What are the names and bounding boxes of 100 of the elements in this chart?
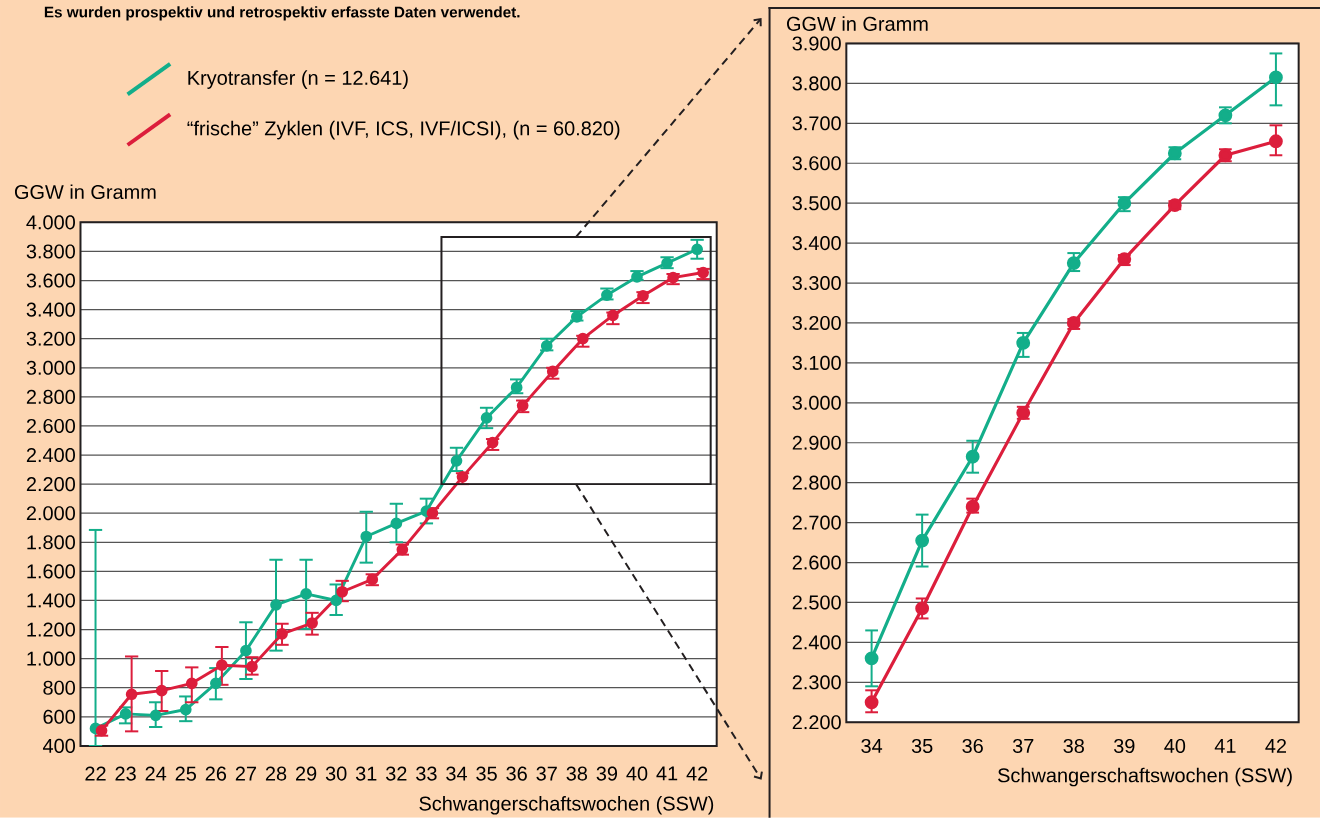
y-tick-label: 3.400 [792,236,841,251]
point [450,455,463,467]
y-tick-label: 1.600 [27,564,75,579]
y-tick-label: 3.100 [792,355,841,371]
point [240,644,252,657]
point [480,412,493,424]
x-tick-label: 41 [1214,739,1236,753]
point [1066,256,1081,271]
x-tick-label: 41 [656,766,678,781]
x-tick-label: 30 [325,766,347,781]
point [216,659,228,672]
y-tick-label: 3.600 [792,156,841,171]
y-axis-title: GGW in Gramm [786,16,928,32]
x-tick-label: 37 [536,766,557,781]
y-tick-label: 1.000 [27,651,75,666]
point [1016,336,1031,350]
point [864,695,879,710]
y-tick-label: 1.400 [27,593,75,608]
y-tick-label: 2.500 [792,595,841,610]
y-tick-label: 3.600 [26,273,75,288]
y-tick-label: 3.400 [26,302,75,317]
point [607,309,619,322]
y-tick-label: 3.200 [792,316,841,331]
point [864,651,879,666]
point [965,449,980,464]
x-tick-label: 40 [626,766,648,781]
x-tick-label: 26 [205,766,227,781]
legend-label: “frische” Zyklen (IVF, ICS, IVF/ICSI), (n = 60.820) [187,120,620,140]
y-tick-label: 1.800 [27,535,75,550]
legend-label: Kryotransfer (n = 12.641) [188,70,408,90]
y-tick-label: 2.000 [26,506,75,521]
y-tick-label: 2.900 [792,435,841,450]
x-tick-label: 28 [265,766,287,781]
point [360,530,373,543]
x-tick-label: 35 [476,766,497,781]
point [210,677,222,690]
x-tick-label: 34 [861,739,883,754]
y-tick-label: 3.700 [792,116,841,131]
x-tick-label: 36 [962,739,983,754]
x-tick-label: 24 [145,766,167,781]
x-tick-label: 25 [175,766,197,781]
x-tick-label: 39 [1113,739,1135,754]
y-tick-label: 2.600 [792,555,841,570]
y-tick-label: 3.200 [26,331,75,346]
x-tick-label: 32 [386,766,407,781]
point [185,677,198,690]
x-tick-label: 33 [416,766,437,781]
y-tick-label: 2.300 [792,675,841,690]
y-tick-label: 3.000 [26,360,75,375]
point [915,533,930,548]
y-tick-label: 2.200 [792,715,841,730]
x-tick-label: 42 [686,766,708,781]
x-tick-label: 39 [596,766,618,781]
point [306,617,318,630]
point [691,243,703,256]
x-tick-label: 31 [355,766,377,781]
point [1269,70,1283,85]
x-tick-label: 35 [911,739,933,754]
x-tick-label: 36 [506,766,527,781]
point [270,599,282,611]
y-tick-label: 2.800 [792,475,841,490]
point [155,684,168,697]
y-tick-label: 3.900 [792,36,841,51]
point [179,703,192,716]
x-tick-label: 22 [85,766,106,781]
x-tick-label: 42 [1265,739,1287,753]
x-tick-label: 27 [235,766,257,781]
y-tick-label: 3.800 [26,244,75,259]
y-tick-label: 600 [43,709,75,725]
point [276,628,288,640]
x-tick-label: 40 [1164,739,1186,754]
chart-title: Es wurden prospektiv und retrospektiv erfasste Daten verwendet. [44,6,520,21]
point [336,586,349,598]
x-tick-label: 29 [296,766,317,781]
x-axis-title: Schwangerschaftswochen (SSW) [419,796,714,815]
y-tick-label: 3.300 [792,276,841,291]
y-tick-label: 800 [43,680,75,695]
point [915,601,930,616]
y-tick-label: 3.800 [792,76,841,91]
y-tick-label: 1.200 [27,622,75,637]
y-tick-label: 2.400 [26,448,75,463]
y-tick-label: 4.000 [26,215,75,230]
point [1269,134,1283,149]
y-axis-title: GGW in Gramm [14,184,156,200]
y-tick-label: 2.600 [26,419,75,434]
y-tick-label: 400 [42,738,75,754]
point [390,517,403,530]
point [246,660,258,673]
y-tick-label: 2.800 [26,389,75,405]
x-tick-label: 38 [566,766,588,781]
x-tick-label: 23 [115,766,136,781]
point [149,709,162,722]
point [330,594,343,607]
y-tick-label: 2.200 [26,477,75,492]
y-tick-label: 3.000 [792,395,841,411]
y-tick-label: 2.700 [792,515,841,530]
y-tick-label: 3.500 [792,196,841,211]
point [300,588,312,600]
point [125,688,138,701]
x-tick-label: 38 [1063,739,1084,754]
